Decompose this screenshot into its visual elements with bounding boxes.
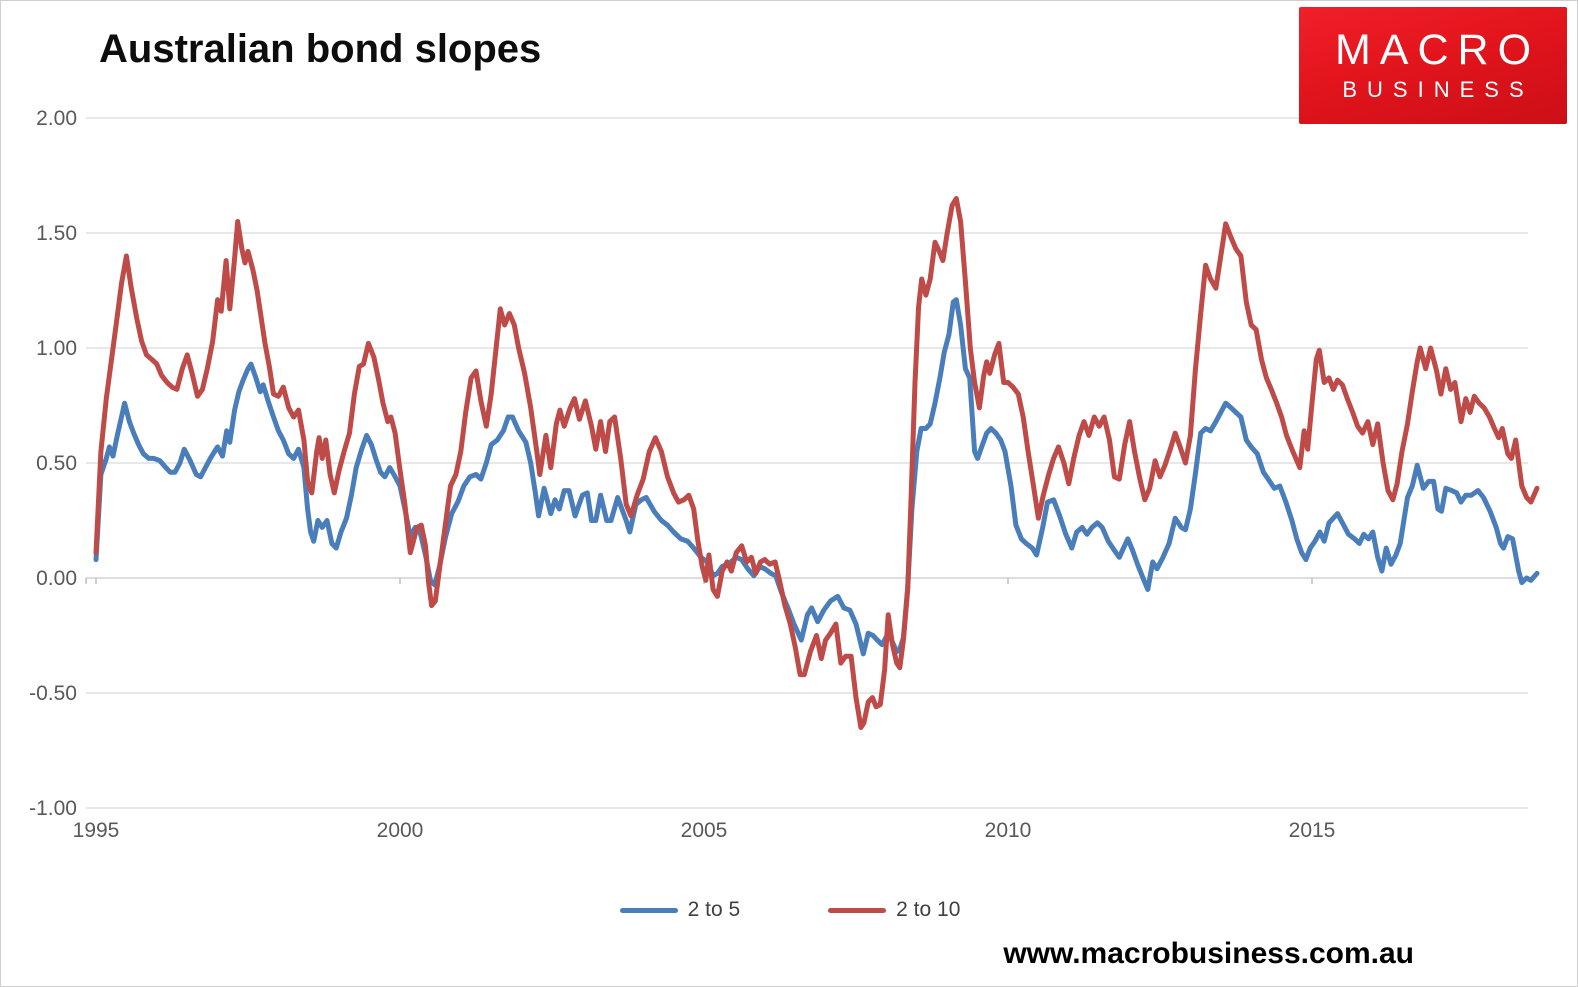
- x-axis-label: 2000: [377, 819, 424, 842]
- y-axis-label: 1.00: [36, 337, 77, 360]
- y-axis-label: -0.50: [29, 682, 77, 705]
- logo-text-macro: MACRO: [1334, 25, 1541, 74]
- legend-item-2to5: 2 to 5: [619, 898, 741, 922]
- legend-swatch-2to10: [828, 907, 887, 913]
- y-axis-label: -1.00: [29, 797, 77, 820]
- logo-text-business: BUSINESS: [1342, 77, 1534, 103]
- series-line-2to10: [93, 196, 1540, 730]
- watermark-url: www.macrobusiness.com.au: [1003, 937, 1414, 970]
- y-axis-label: 2.00: [36, 107, 77, 130]
- x-axis-label: 2005: [681, 819, 728, 842]
- x-axis-label: 1995: [73, 819, 120, 842]
- legend-label-2to10: 2 to 10: [896, 898, 961, 921]
- macrobusiness-logo: MACRO BUSINESS: [1299, 7, 1567, 124]
- x-axis-label: 2010: [985, 819, 1032, 842]
- page-title: Australian bond slopes: [99, 27, 542, 71]
- y-axis-label: 0.50: [36, 452, 77, 475]
- legend-label-2to5: 2 to 5: [687, 898, 741, 921]
- legend: 2 to 5 2 to 10: [1, 898, 1577, 922]
- x-axis-label: 2015: [1289, 819, 1336, 842]
- legend-item-2to10: 2 to 10: [828, 898, 960, 922]
- y-axis-label: 0.00: [36, 567, 77, 590]
- y-axis-label: 1.50: [36, 222, 77, 245]
- legend-swatch-2to5: [619, 907, 678, 913]
- series-line-2to5: [93, 297, 1540, 657]
